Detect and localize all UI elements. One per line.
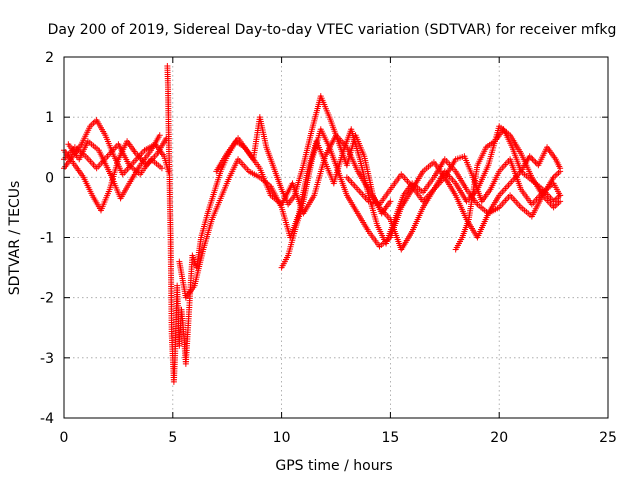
- y-axis-label: SDTVAR / TECUs: [7, 181, 23, 296]
- y-tick-label: -2: [40, 291, 54, 307]
- series-track-d: [65, 132, 163, 202]
- chart-title: Day 200 of 2019, Sidereal Day-to-day VTE…: [48, 22, 617, 38]
- x-tick-label: 20: [490, 430, 508, 446]
- y-tick-label: -3: [40, 351, 54, 367]
- data-point: [529, 156, 536, 163]
- data-point: [557, 192, 564, 199]
- series-track-i: [452, 126, 564, 253]
- data-point: [557, 198, 564, 205]
- series-track-e: [176, 126, 564, 301]
- data-point: [557, 165, 564, 172]
- data-point: [156, 132, 163, 139]
- x-tick-label: 10: [273, 430, 291, 446]
- data-marks: [61, 63, 564, 385]
- x-axis-label: GPS time / hours: [275, 458, 392, 474]
- series-track-b: [61, 135, 170, 214]
- ticks: [63, 56, 609, 419]
- y-tick-label: 0: [45, 170, 54, 186]
- x-tick-label: 5: [168, 430, 177, 446]
- data-point: [387, 198, 394, 205]
- series-track-h: [343, 153, 564, 208]
- data-point: [532, 159, 539, 166]
- x-tick-label: 25: [599, 430, 617, 446]
- y-tick-label: -1: [40, 231, 54, 247]
- series-spike-5h: [164, 63, 394, 385]
- y-tick-label: 2: [45, 50, 54, 66]
- grid: [64, 57, 608, 418]
- y-tick-label: 1: [45, 110, 54, 126]
- x-tick-label: 15: [381, 430, 399, 446]
- y-tick-label: -4: [40, 411, 54, 427]
- data-point: [531, 157, 538, 164]
- x-tick-label: 0: [60, 430, 69, 446]
- tick-labels: 0 5 10 15 20 25 -4 -3 -2 -1 0 1 2: [40, 50, 617, 446]
- data-point: [158, 165, 165, 172]
